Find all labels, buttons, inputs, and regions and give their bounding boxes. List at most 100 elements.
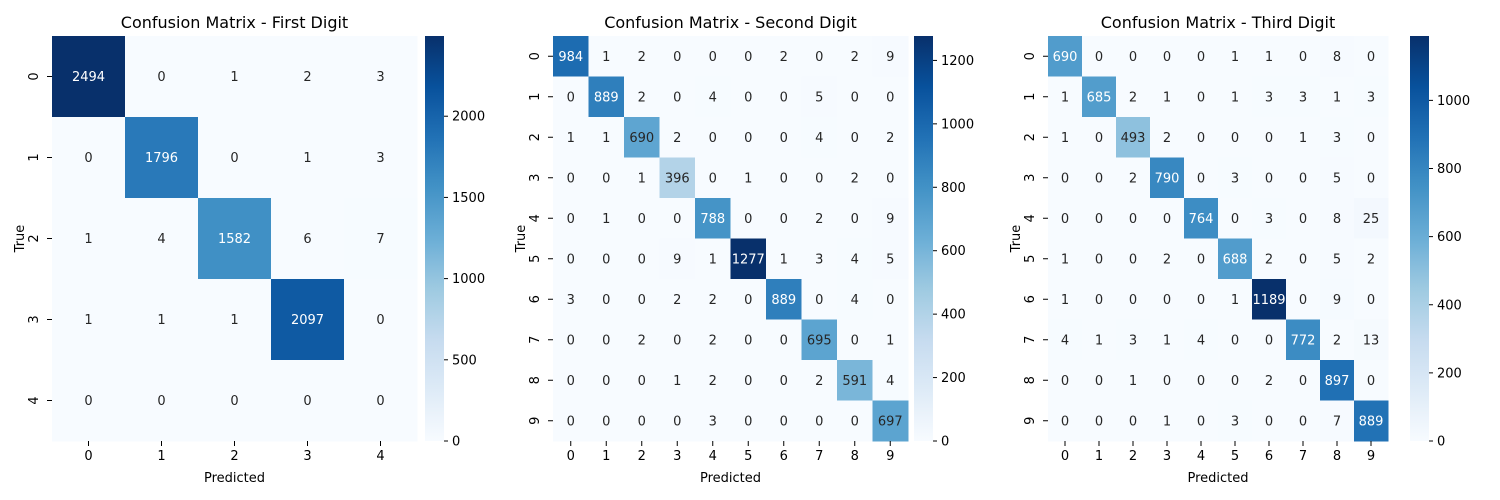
heatmap-cell: [1048, 117, 1083, 158]
colorbar-tick-label: 400: [941, 308, 966, 323]
colorbar-tick-label: 0: [452, 435, 460, 450]
y-tick-label: 4: [1023, 214, 1038, 222]
colorbar-tick-label: 0: [1437, 435, 1445, 450]
cell-value-label: 4: [886, 374, 894, 389]
heatmap-cell: [1048, 36, 1083, 77]
colorbar-tick-label: 600: [1437, 230, 1462, 245]
cell-value-label: 4: [851, 252, 859, 267]
heatmap-cell: [730, 319, 767, 361]
heatmap-cell: [1116, 279, 1151, 320]
heatmap-cell: [1354, 157, 1389, 199]
heatmap-cell: [52, 279, 126, 361]
y-tick-label: 8: [528, 376, 543, 384]
cell-value-label: 0: [673, 414, 681, 429]
cell-value-label: 3: [376, 151, 384, 166]
cell-value-label: 0: [602, 171, 610, 186]
heatmap-cell: [1252, 238, 1287, 280]
heatmap-cell: [1286, 76, 1321, 118]
heatmap-cell: [1218, 117, 1253, 158]
heatmap-cell: [1320, 198, 1355, 239]
cell-value-label: 1: [303, 151, 311, 166]
colorbar-tick-label: 1000: [1437, 94, 1470, 109]
y-tick-label: 3: [528, 174, 543, 182]
cell-value-label: 889: [771, 293, 796, 308]
heatmap-cell: [1184, 36, 1219, 77]
heatmap-cell: [1184, 117, 1219, 158]
heatmap-cell: [1116, 400, 1151, 442]
heatmap-cell: [1320, 400, 1355, 442]
heatmap-cell: [1150, 157, 1185, 199]
heatmap-cell: [1218, 279, 1253, 320]
cell-value-label: 0: [638, 212, 646, 227]
cell-value-label: 2: [709, 333, 717, 348]
heatmap-cell: [766, 157, 802, 199]
heatmap-cell: [1184, 198, 1219, 239]
heatmap-cell: [624, 198, 660, 239]
cell-value-label: 0: [567, 171, 575, 186]
heatmap-cell: [730, 360, 767, 401]
heatmap-cell: [872, 238, 909, 280]
heatmap-cell: [1354, 279, 1389, 320]
cell-value-label: 697: [878, 414, 903, 429]
heatmap-cell: [271, 36, 345, 118]
cell-value-label: 2: [1163, 131, 1171, 146]
cell-value-label: 8: [1333, 212, 1341, 227]
heatmap-cell: [730, 157, 767, 199]
cell-value-label: 1582: [218, 232, 251, 247]
heatmap-cell: [1320, 360, 1355, 401]
x-tick-label: 4: [1197, 449, 1205, 464]
cell-value-label: 25: [1363, 212, 1380, 227]
cell-value-label: 0: [673, 212, 681, 227]
heatmap-cell: [837, 157, 873, 199]
y-tick-label: 3: [1023, 174, 1038, 182]
x-tick-label: 2: [230, 449, 238, 464]
heatmap-cell: [1048, 360, 1083, 401]
y-tick-label: 6: [528, 295, 543, 303]
heatmap-cell: [1082, 117, 1117, 158]
heatmap-cell: [872, 400, 909, 442]
cell-value-label: 1: [1231, 90, 1239, 105]
cell-value-label: 0: [1265, 333, 1273, 348]
cell-value-label: 0: [84, 151, 92, 166]
heatmap-cell: [766, 360, 802, 401]
cell-value-label: 897: [1325, 374, 1350, 389]
cell-value-label: 5: [1333, 171, 1341, 186]
heatmap-cell: [1150, 36, 1185, 77]
colorbar-tick-label: 400: [1437, 298, 1462, 313]
y-tick-label: 6: [1023, 295, 1038, 303]
heatmap-cell: [198, 117, 272, 199]
cell-value-label: 0: [602, 333, 610, 348]
cell-value-label: 0: [1095, 293, 1103, 308]
chart-title: Confusion Matrix - Second Digit: [604, 13, 857, 32]
heatmap-cell: [801, 279, 838, 320]
heatmap-cell: [1320, 117, 1355, 158]
cell-value-label: 0: [744, 414, 752, 429]
cell-value-label: 0: [1061, 374, 1069, 389]
heatmap-cell: [125, 198, 199, 280]
cell-value-label: 0: [1129, 212, 1137, 227]
heatmap-cell: [766, 400, 802, 442]
heatmap-cell: [659, 319, 696, 361]
x-tick-label: 6: [780, 449, 788, 464]
x-tick-label: 4: [376, 449, 384, 464]
heatmap-cell: [872, 36, 909, 77]
heatmap-cell: [1218, 36, 1253, 77]
heatmap-cell: [125, 279, 199, 361]
heatmap-cell: [801, 319, 838, 361]
heatmap-cell: [837, 238, 873, 280]
cell-value-label: 3: [1231, 171, 1239, 186]
cell-value-label: 1: [1061, 131, 1069, 146]
heatmap-cell: [1116, 117, 1151, 158]
colorbar-tick-label: 200: [1437, 366, 1462, 381]
cell-value-label: 0: [1061, 171, 1069, 186]
heatmap-cell: [624, 279, 660, 320]
cell-value-label: 0: [1231, 333, 1239, 348]
cell-value-label: 1: [886, 333, 894, 348]
heatmap-cell: [1252, 198, 1287, 239]
cell-value-label: 0: [602, 252, 610, 267]
x-tick-label: 3: [1163, 449, 1171, 464]
heatmap-cell: [1048, 157, 1083, 199]
cell-value-label: 0: [886, 90, 894, 105]
cell-value-label: 4: [1197, 333, 1205, 348]
cell-value-label: 0: [1299, 293, 1307, 308]
